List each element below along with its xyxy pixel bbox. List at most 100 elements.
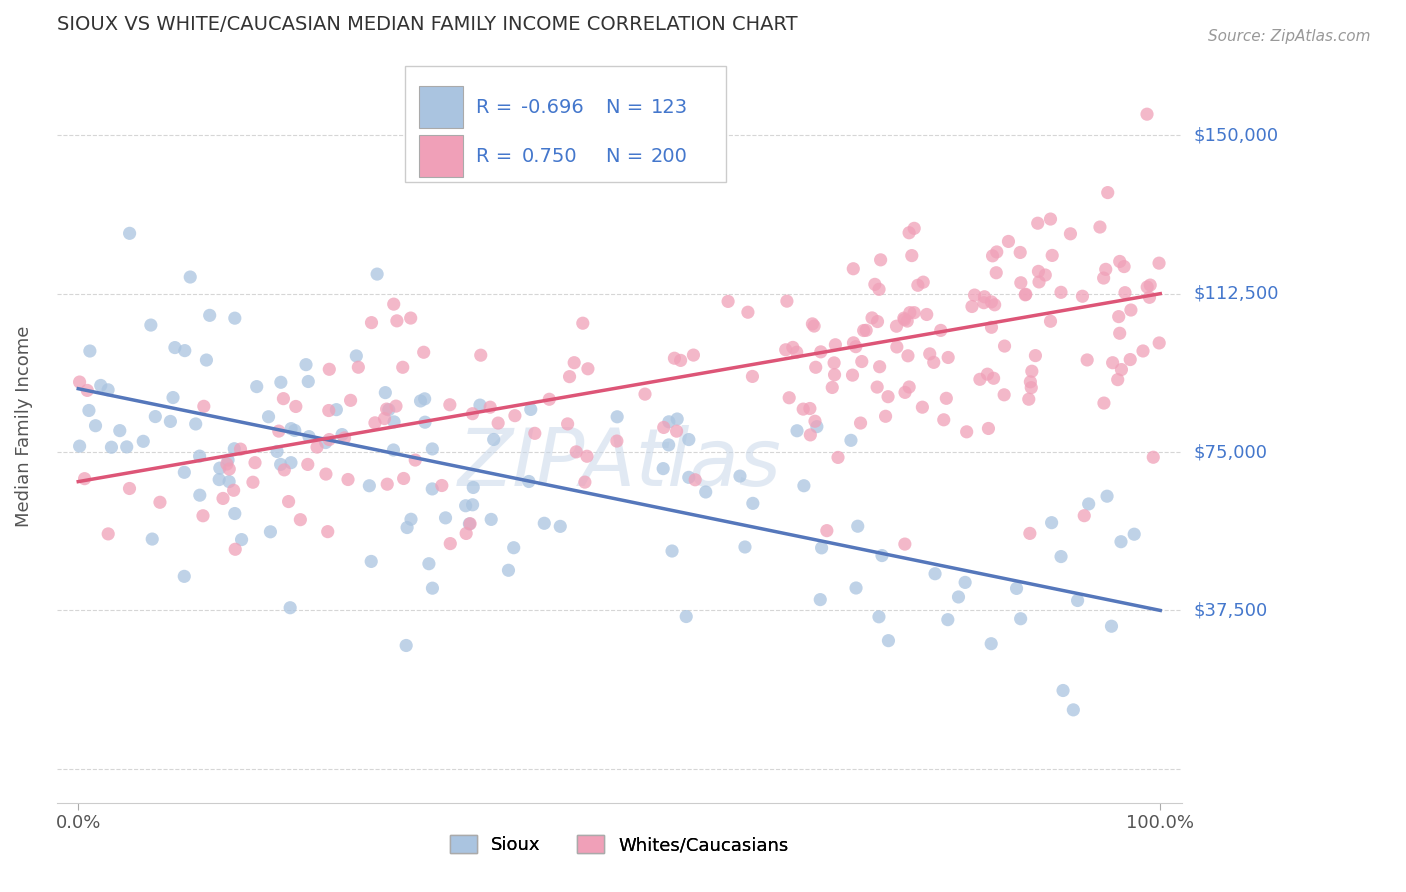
Point <box>100 440 122 454</box>
Point <box>846 519 869 533</box>
Point <box>458 516 481 531</box>
Text: N =: N = <box>606 146 650 166</box>
Point <box>1101 619 1123 633</box>
Point <box>775 343 797 357</box>
Point <box>1071 289 1094 303</box>
Point <box>912 275 935 289</box>
Point <box>786 345 808 359</box>
Point <box>678 433 700 447</box>
Point <box>266 444 288 458</box>
Point <box>870 549 893 563</box>
Point <box>866 380 889 394</box>
Point <box>330 427 353 442</box>
Point <box>315 435 337 450</box>
Point <box>298 430 321 444</box>
Point <box>932 413 955 427</box>
Point <box>454 499 477 513</box>
Point <box>1018 392 1040 407</box>
Point <box>1101 356 1123 370</box>
Point <box>658 438 681 452</box>
Point <box>778 391 800 405</box>
Point <box>215 457 238 471</box>
Point <box>538 392 561 407</box>
Point <box>366 267 388 281</box>
Point <box>1132 343 1154 358</box>
Point <box>1108 326 1130 341</box>
Point <box>810 541 832 555</box>
Point <box>382 297 405 311</box>
Point <box>503 409 526 423</box>
Point <box>73 472 96 486</box>
Point <box>404 453 426 467</box>
Point <box>1015 287 1038 301</box>
Point <box>803 319 825 334</box>
Point <box>385 314 408 328</box>
Point <box>776 294 799 309</box>
Point <box>894 385 917 400</box>
Point <box>461 498 484 512</box>
Point <box>976 367 998 381</box>
Point <box>682 348 704 362</box>
Point <box>461 407 484 421</box>
Point <box>188 488 211 502</box>
Point <box>1026 216 1049 230</box>
Point <box>347 360 370 375</box>
Point <box>1010 245 1032 260</box>
Point <box>1139 290 1161 304</box>
Point <box>823 356 845 370</box>
Text: SIOUX VS WHITE/CAUCASIAN MEDIAN FAMILY INCOME CORRELATION CHART: SIOUX VS WHITE/CAUCASIAN MEDIAN FAMILY I… <box>56 15 797 34</box>
Point <box>782 340 804 354</box>
Point <box>420 442 443 456</box>
Point <box>557 417 579 431</box>
Point <box>374 385 396 400</box>
Point <box>344 349 367 363</box>
Point <box>1024 349 1046 363</box>
Point <box>188 449 211 463</box>
Point <box>986 266 1008 280</box>
Point <box>565 445 588 459</box>
Point <box>886 340 908 354</box>
Point <box>801 317 824 331</box>
Point <box>143 409 166 424</box>
Point <box>1028 264 1050 278</box>
Point <box>246 379 269 393</box>
Point <box>1077 497 1099 511</box>
Point <box>793 479 815 493</box>
Point <box>479 512 502 526</box>
Text: R =: R = <box>477 98 519 117</box>
Text: $75,000: $75,000 <box>1194 443 1267 461</box>
Point <box>360 316 382 330</box>
Point <box>1014 288 1036 302</box>
Point <box>375 402 398 417</box>
Point <box>1039 212 1062 227</box>
Point <box>849 416 872 430</box>
Point <box>1136 280 1159 294</box>
Point <box>741 369 763 384</box>
Point <box>360 554 382 568</box>
Point <box>675 609 697 624</box>
Text: 123: 123 <box>651 98 688 117</box>
Point <box>162 391 184 405</box>
Point <box>666 412 689 426</box>
Point <box>375 477 398 491</box>
Point <box>894 537 917 551</box>
Y-axis label: Median Family Income: Median Family Income <box>15 326 32 527</box>
Point <box>896 314 918 328</box>
Point <box>893 311 915 326</box>
Point <box>1119 303 1142 318</box>
Point <box>523 426 546 441</box>
Point <box>1111 362 1133 376</box>
Point <box>903 306 925 320</box>
Point <box>821 380 844 394</box>
Point <box>118 482 141 496</box>
Point <box>391 360 413 375</box>
Point <box>877 390 900 404</box>
Point <box>257 409 280 424</box>
Point <box>868 609 890 624</box>
Point <box>956 425 979 439</box>
Point <box>963 288 986 302</box>
Point <box>918 347 941 361</box>
Point <box>149 495 172 509</box>
Point <box>295 358 318 372</box>
Point <box>76 384 98 398</box>
